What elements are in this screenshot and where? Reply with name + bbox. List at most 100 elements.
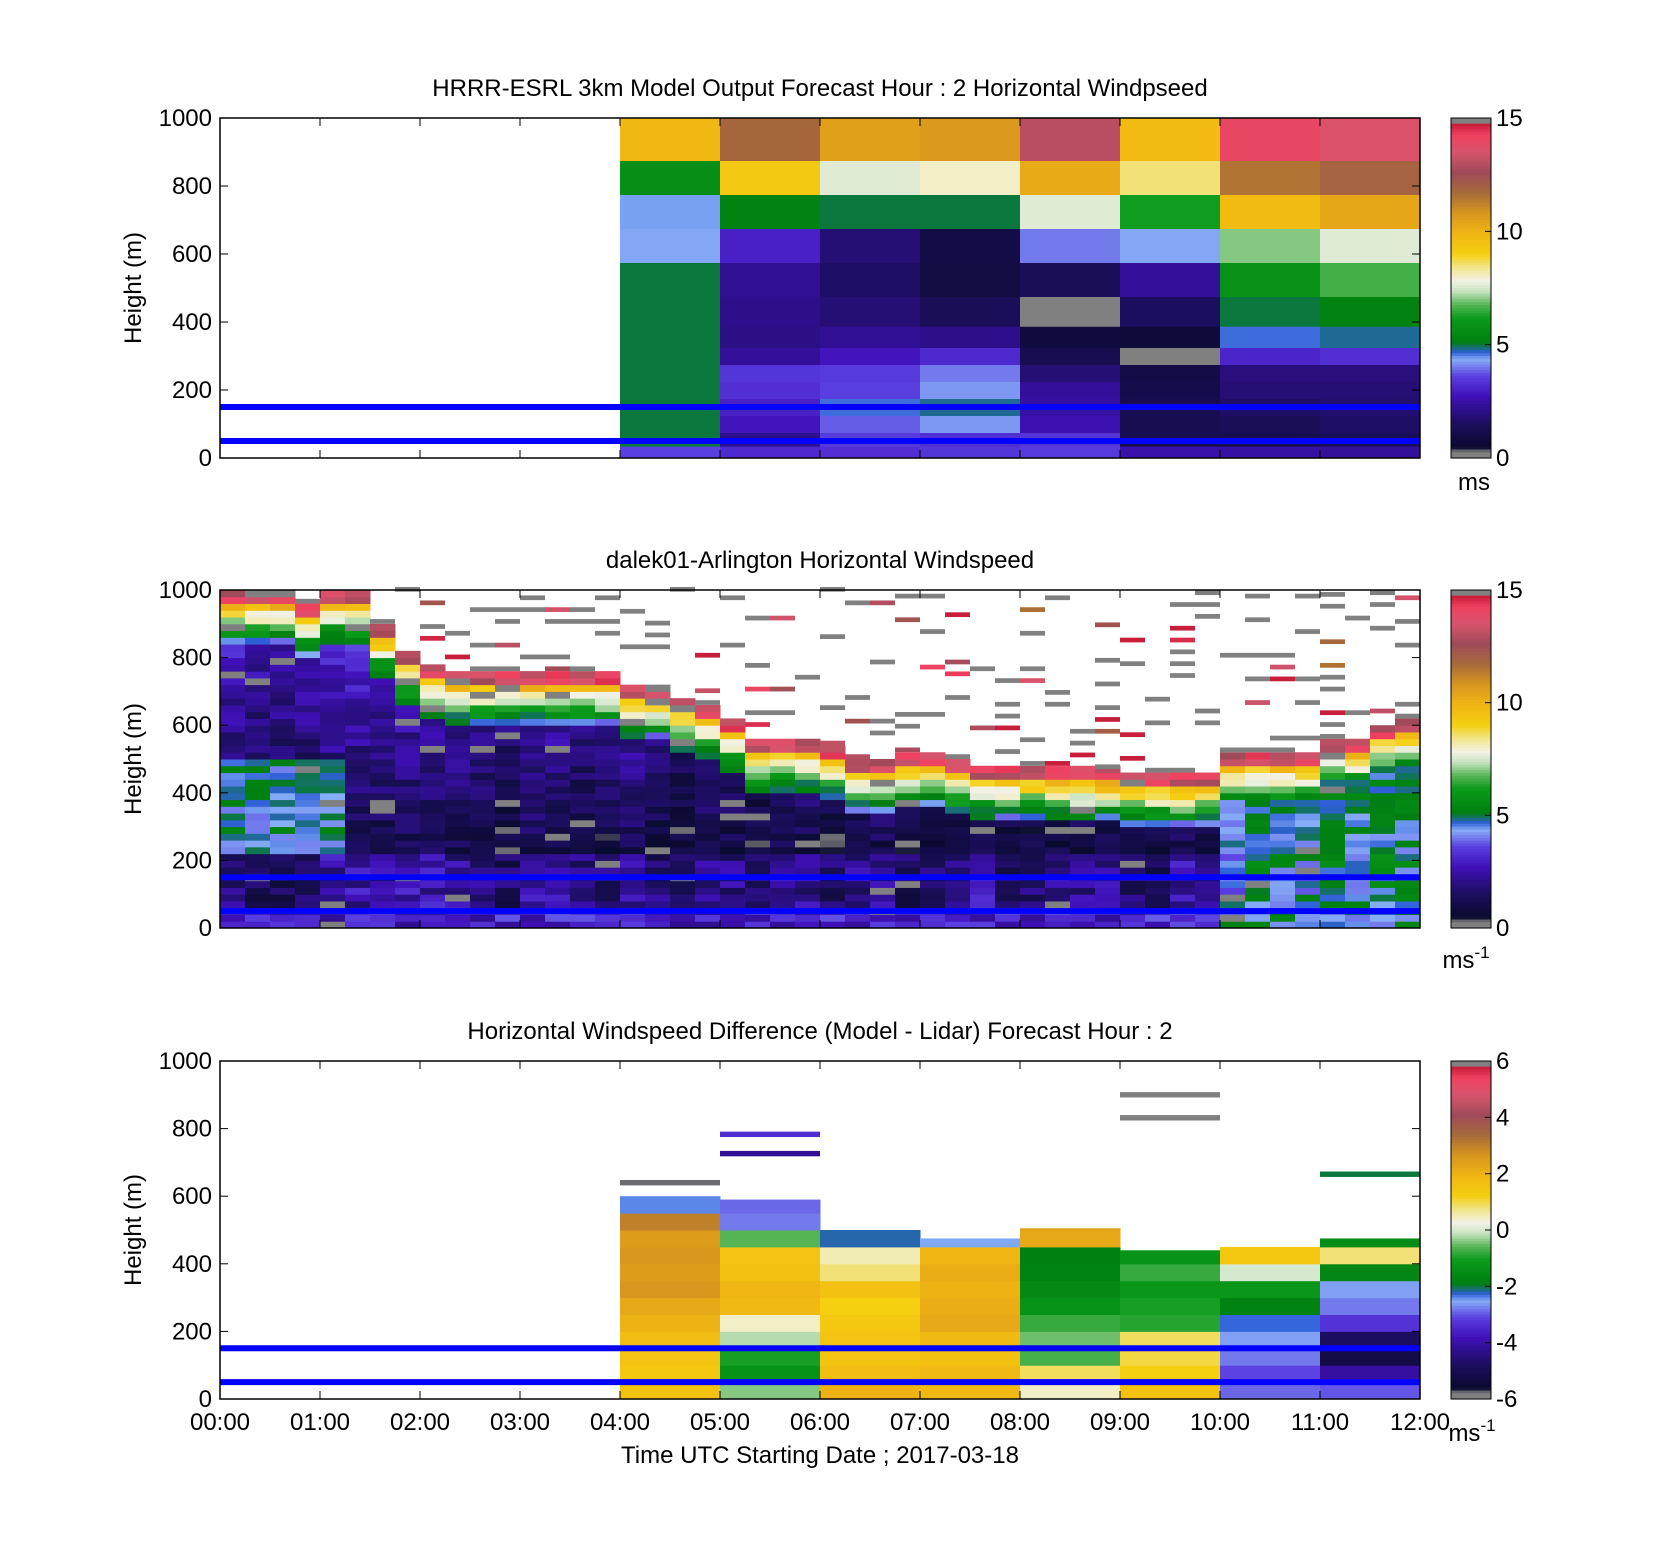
lidar-cell: [1070, 853, 1096, 861]
lidar-cell: [1295, 799, 1321, 807]
lidar-cell: [445, 921, 471, 929]
lidar-cell: [1295, 813, 1321, 821]
lidar-cell: [645, 799, 671, 807]
model-cell: [920, 381, 1021, 399]
lidar-cell: [1270, 833, 1296, 841]
lidar-cell: [1395, 826, 1421, 834]
model-cell: [920, 364, 1021, 382]
lidar-cell: [770, 826, 796, 834]
lidar-cell: [670, 759, 696, 767]
difference-colorbar-segment: [1451, 1320, 1491, 1324]
lidar-sparse-gate: [1395, 619, 1420, 624]
lidar-cell: [295, 813, 321, 821]
lidar-cell: [920, 819, 946, 828]
lidar-cell: [270, 786, 296, 794]
lidar-cell: [320, 725, 346, 733]
lidar-cell: [695, 840, 721, 848]
lidar-cell: [570, 813, 596, 821]
lidar-sparse-gate: [945, 754, 970, 759]
lidar-cell: [1170, 921, 1196, 929]
lidar-cell: [220, 596, 246, 605]
lidar-colorbar-tick-label: 15: [1496, 577, 1523, 604]
lidar-cell: [1120, 900, 1146, 909]
model-colorbar-segment: [1451, 361, 1491, 366]
lidar-sparse-gate: [470, 642, 495, 648]
lidar-cell: [320, 887, 346, 895]
difference-colorbar-segment: [1451, 1275, 1491, 1279]
lidar-cell: [595, 765, 621, 774]
lidar-sparse-gate: [1270, 676, 1295, 682]
lidar-cell: [1195, 914, 1221, 922]
lidar-cell: [1145, 799, 1171, 807]
lidar-cell: [220, 650, 246, 659]
model-colorbar-segment: [1451, 268, 1491, 272]
lidar-cell: [395, 799, 421, 807]
lidar-cell: [395, 840, 421, 848]
lidar-cell: [370, 826, 396, 834]
lidar-cell: [470, 725, 496, 733]
lidar-cell: [670, 860, 696, 868]
lidar-cell: [1345, 819, 1371, 828]
lidar-cell: [1395, 806, 1421, 814]
lidar-sparse-gate: [1295, 676, 1320, 682]
lidar-cell: [670, 786, 696, 794]
lidar-cell: [770, 806, 796, 814]
lidar-cell: [545, 894, 571, 902]
lidar-cell: [395, 725, 421, 733]
difference-colorbar-segment: [1451, 1303, 1491, 1307]
difference-colorbar-segment: [1451, 1238, 1491, 1242]
lidar-colorbar-segment: [1451, 908, 1491, 912]
lidar-cell: [1395, 860, 1421, 868]
lidar-cell: [795, 860, 821, 868]
lidar-cell: [395, 745, 421, 753]
lidar-cell: [995, 826, 1021, 834]
difference-colorbar-segment: [1451, 1283, 1491, 1287]
lidar-cell: [245, 677, 271, 686]
lidar-cell: [245, 610, 271, 618]
model-colorbar-segment: [1451, 288, 1491, 292]
lidar-cell: [295, 880, 321, 888]
lidar-cell: [595, 799, 621, 807]
lidar-sparse-gate: [420, 624, 445, 629]
lidar-cell: [1120, 880, 1146, 888]
lidar-cell: [1220, 826, 1246, 834]
difference-colorbar-segment: [1451, 1114, 1491, 1118]
lidar-y-tick-label: 800: [172, 645, 212, 672]
lidar-cell: [1295, 900, 1321, 909]
difference-cell: [1020, 1230, 1121, 1248]
lidar-cell: [1095, 921, 1121, 929]
lidar-cell: [245, 657, 271, 665]
lidar-sparse-gate: [1245, 617, 1270, 623]
lidar-cell: [345, 745, 371, 753]
lidar-cell: [795, 759, 821, 767]
lidar-cell: [495, 745, 521, 753]
difference-cell: [720, 1297, 821, 1315]
lidar-cell: [570, 799, 596, 807]
model-title: HRRR-ESRL 3km Model Output Forecast Hour…: [432, 75, 1207, 102]
lidar-cell: [470, 799, 496, 807]
model-colorbar-segment: [1451, 438, 1491, 442]
difference-cell: [620, 1331, 721, 1349]
lidar-cell: [1020, 833, 1046, 841]
difference-cell: [820, 1348, 921, 1366]
lidar-cell: [1320, 772, 1346, 780]
lidar-cell: [245, 718, 271, 726]
lidar-cell: [645, 867, 671, 875]
lidar-cell: [845, 779, 871, 787]
model-cell: [1020, 160, 1121, 195]
lidar-cell: [895, 860, 921, 868]
difference-colorbar-segment: [1451, 1291, 1491, 1296]
lidar-cell: [495, 887, 521, 895]
lidar-sparse-gate: [1395, 713, 1420, 719]
difference-cell: [920, 1331, 1021, 1349]
lidar-colorbar-segment: [1451, 863, 1491, 867]
lidar-cell: [545, 745, 571, 753]
lidar-cell: [670, 819, 696, 828]
lidar-cell: [695, 738, 721, 746]
lidar-cell: [1145, 840, 1171, 848]
lidar-cell: [495, 900, 521, 909]
lidar-cell: [1270, 806, 1296, 814]
lidar-cell: [420, 887, 446, 895]
model-cell: [1120, 415, 1221, 433]
lidar-cell: [345, 711, 371, 719]
